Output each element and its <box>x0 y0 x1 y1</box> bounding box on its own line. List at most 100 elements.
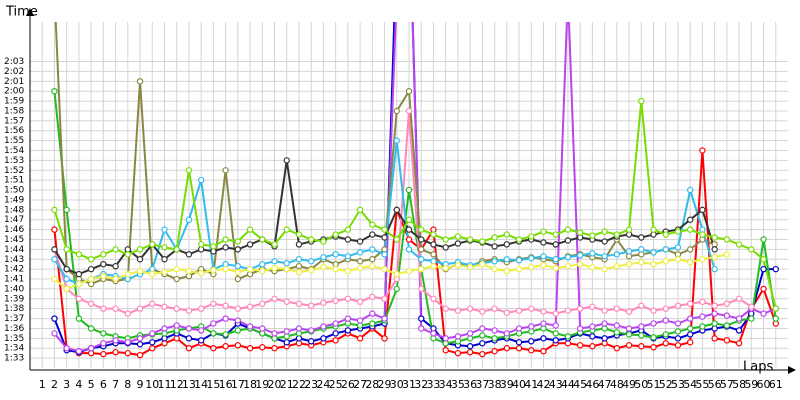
data-point <box>625 226 633 233</box>
data-point <box>613 345 621 352</box>
data-point <box>430 231 437 238</box>
data-point <box>650 307 657 314</box>
data-point <box>479 238 486 245</box>
x-tick-label: 43 <box>549 378 563 391</box>
data-point <box>515 236 523 243</box>
data-point <box>332 231 339 238</box>
data-point <box>161 226 168 233</box>
data-point <box>589 333 596 340</box>
data-point <box>320 335 327 342</box>
data-point <box>185 167 193 174</box>
data-point <box>601 265 608 273</box>
data-point <box>601 238 608 245</box>
data-point <box>136 256 144 263</box>
data-point <box>51 315 58 322</box>
data-point <box>723 300 731 307</box>
data-point <box>491 335 498 342</box>
data-point <box>650 249 657 256</box>
data-point <box>613 305 621 312</box>
data-point <box>161 268 168 276</box>
data-point <box>100 350 107 358</box>
data-point <box>491 243 498 250</box>
data-point <box>760 310 767 317</box>
data-point <box>63 265 70 273</box>
data-point <box>674 320 682 327</box>
data-point <box>136 341 144 348</box>
data-point <box>650 334 657 341</box>
x-tick-label: 41 <box>524 378 538 391</box>
data-point <box>405 236 413 243</box>
data-point <box>613 251 621 258</box>
data-point <box>735 295 743 302</box>
data-point <box>552 231 559 238</box>
data-point <box>760 265 767 273</box>
data-point <box>564 254 572 261</box>
x-tick-label: 38 <box>488 378 502 391</box>
data-point <box>271 258 278 265</box>
data-point <box>283 328 290 335</box>
data-point <box>528 347 535 354</box>
data-point <box>405 107 413 115</box>
x-tick-label: 57 <box>720 378 734 391</box>
data-point <box>466 330 474 337</box>
data-point <box>136 246 144 253</box>
data-point <box>246 241 254 248</box>
y-tick-label: 1:49 <box>4 195 24 205</box>
data-point <box>185 325 193 332</box>
x-tick-label: 60 <box>757 378 771 391</box>
x-tick-label: 12 <box>170 378 184 391</box>
data-point <box>638 97 645 105</box>
data-point <box>63 206 70 214</box>
x-tick-label: 53 <box>671 378 685 391</box>
data-point <box>589 232 596 239</box>
y-tick-label: 2:01 <box>4 77 24 87</box>
data-point <box>491 327 498 334</box>
data-point <box>51 206 58 214</box>
x-tick-label: 55 <box>695 378 709 391</box>
data-point <box>185 345 193 352</box>
y-tick-label: 1:34 <box>4 344 24 354</box>
data-point <box>271 295 278 302</box>
data-point <box>454 240 462 247</box>
data-point <box>454 333 462 340</box>
data-point <box>503 231 511 238</box>
data-point <box>51 226 58 233</box>
data-point <box>735 315 743 322</box>
data-point <box>418 246 425 253</box>
y-tick-label: 1:54 <box>4 146 24 156</box>
data-point <box>601 228 608 235</box>
data-point <box>564 262 572 270</box>
y-tick-label: 1:57 <box>4 116 24 126</box>
data-point <box>75 295 83 302</box>
data-point <box>295 256 303 263</box>
data-point <box>75 270 83 278</box>
data-point <box>430 251 437 258</box>
data-point <box>564 333 572 340</box>
data-point <box>638 332 645 339</box>
data-point <box>112 246 119 253</box>
data-point <box>540 347 547 355</box>
data-point <box>503 345 511 352</box>
x-tick-label: 52 <box>659 378 673 391</box>
data-point <box>479 350 486 358</box>
data-point <box>552 241 559 248</box>
data-point <box>528 305 535 312</box>
data-point <box>100 330 107 337</box>
data-point <box>674 228 682 235</box>
y-tick-label: 1:36 <box>4 324 24 334</box>
data-point <box>234 275 242 283</box>
data-point <box>307 258 315 265</box>
data-point <box>332 297 339 304</box>
data-point <box>112 275 119 283</box>
data-point <box>356 298 364 305</box>
data-point <box>87 300 95 307</box>
data-point <box>295 231 303 238</box>
data-point <box>638 234 645 241</box>
data-point <box>662 317 669 324</box>
data-point <box>136 335 144 342</box>
data-point <box>589 263 596 271</box>
data-point <box>149 330 156 337</box>
data-point <box>222 265 229 273</box>
data-point <box>393 270 400 278</box>
x-tick-label: 44 <box>561 378 575 391</box>
